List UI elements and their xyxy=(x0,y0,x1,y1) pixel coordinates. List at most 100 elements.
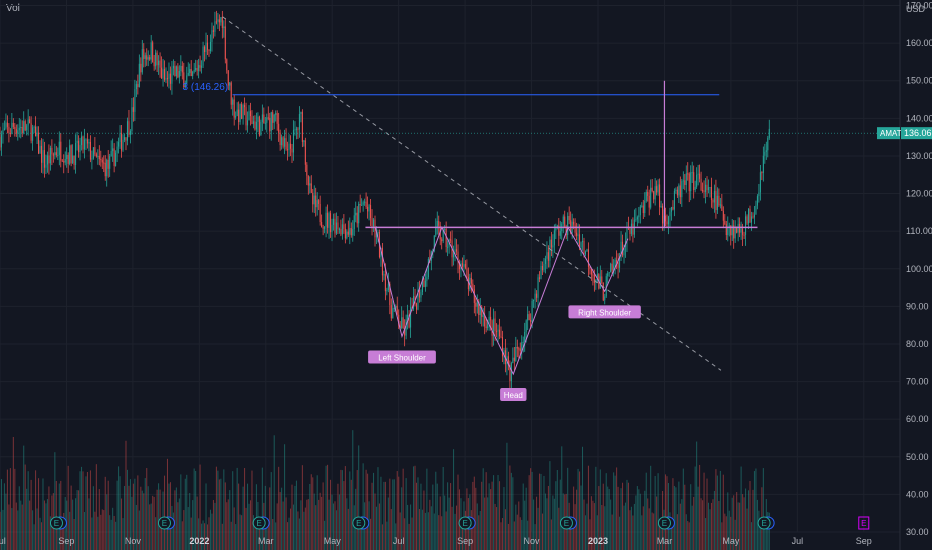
volume-bar xyxy=(506,442,508,550)
earnings-marker[interactable]: E xyxy=(757,516,775,530)
earnings-marker[interactable]: E xyxy=(157,516,175,530)
candle-body xyxy=(559,231,561,236)
earnings-marker[interactable]: E xyxy=(252,516,270,530)
candle-body xyxy=(752,216,754,218)
candle-body xyxy=(632,223,634,235)
volume-bar xyxy=(383,481,385,550)
volume-bar xyxy=(515,504,517,550)
earnings-marker[interactable]: E xyxy=(458,516,476,530)
volume-bar xyxy=(533,499,535,550)
volume-bar xyxy=(35,470,37,550)
candle-body xyxy=(706,184,708,191)
candle-body xyxy=(420,292,422,298)
volume-bar xyxy=(11,508,13,550)
volume-bar xyxy=(525,487,527,550)
candle-body xyxy=(153,62,155,67)
candle-body xyxy=(493,318,495,336)
candle-body xyxy=(367,206,369,212)
candle-body xyxy=(641,205,643,207)
volume-bar xyxy=(731,497,733,550)
candle-body xyxy=(146,55,148,60)
volume-bar xyxy=(644,490,646,550)
pattern-label[interactable]: Head xyxy=(500,388,527,402)
volume-bar xyxy=(223,469,225,550)
candle-body xyxy=(21,127,23,134)
candle-body xyxy=(35,126,37,137)
volume-bar xyxy=(690,484,692,550)
volume-bar xyxy=(405,478,407,550)
candle-body xyxy=(743,234,745,236)
volume-bar xyxy=(195,470,197,550)
candle-body xyxy=(639,206,641,216)
earnings-marker[interactable]: E xyxy=(559,516,577,530)
candle-body xyxy=(739,223,741,233)
volume-bar xyxy=(217,470,219,550)
candle-body xyxy=(543,263,545,271)
candle-body xyxy=(562,216,564,224)
earnings-marker[interactable]: E xyxy=(352,516,370,530)
candle-body xyxy=(584,251,586,255)
volume-bar xyxy=(464,510,466,550)
volume-bar xyxy=(338,494,340,550)
volume-bar xyxy=(424,512,426,550)
volume-bar xyxy=(252,515,254,550)
candle-body xyxy=(193,70,195,72)
volume-bar xyxy=(546,498,548,550)
volume-bar xyxy=(438,515,440,550)
candle-body xyxy=(304,140,306,165)
volume-bar xyxy=(190,517,192,550)
volume-bar xyxy=(454,513,456,550)
candle-body xyxy=(14,126,16,130)
candle-body xyxy=(386,290,388,292)
volume-bar xyxy=(764,520,766,550)
time-axis[interactable]: Jul Sep Nov 2022 Mar May Jul Sep Nov 2023 Mar May Ju… xyxy=(0,536,872,546)
candle-body xyxy=(590,269,592,275)
volume-bar xyxy=(331,494,333,550)
candle-body xyxy=(332,218,335,225)
candle-body xyxy=(722,210,724,221)
pattern-label[interactable]: Right Shoulder xyxy=(568,305,641,319)
candle-body xyxy=(177,66,179,78)
downtrend-line[interactable] xyxy=(222,16,722,371)
earnings-marker[interactable]: E xyxy=(657,516,675,530)
volume-bar xyxy=(202,520,204,550)
candle-body xyxy=(341,224,343,235)
volume-bar xyxy=(457,474,459,550)
volume-bar xyxy=(46,499,48,550)
volume-bar xyxy=(137,475,139,550)
candle-body xyxy=(616,259,618,263)
candle-body xyxy=(232,99,234,105)
volume-bar xyxy=(94,511,96,550)
volume-bar xyxy=(149,504,151,550)
earnings-marker[interactable]: E xyxy=(858,516,870,530)
price-axis[interactable]: 170.00 160.00 150.00 140.00 130.00 120.00 110.… xyxy=(877,1,932,537)
volume-bar xyxy=(57,519,59,550)
volume-bar xyxy=(759,517,761,550)
candle-body xyxy=(531,301,533,322)
head-shoulders-pattern[interactable] xyxy=(374,226,629,376)
volume-bar xyxy=(196,496,198,550)
candle-body xyxy=(174,65,176,77)
volume-bar xyxy=(592,500,594,550)
volume-bar xyxy=(61,517,63,550)
volume-bar xyxy=(605,473,607,550)
pattern-label[interactable]: Left Shoulder xyxy=(368,350,436,364)
volume-bar xyxy=(155,517,157,550)
earnings-marker[interactable]: E xyxy=(49,516,67,530)
candle-body xyxy=(614,259,616,266)
volume-bar xyxy=(509,465,511,550)
target-price-label: 3 (146.26) xyxy=(183,82,229,93)
volume-bar xyxy=(384,481,386,550)
volume-bar xyxy=(244,468,246,550)
candle-body xyxy=(121,133,123,151)
candle-body xyxy=(172,65,174,69)
candle-body xyxy=(719,204,721,206)
volume-bar xyxy=(728,510,730,550)
pattern-label-bg xyxy=(500,388,527,402)
volume-bar xyxy=(377,467,379,550)
candle-body xyxy=(97,155,99,157)
volume-bar xyxy=(725,516,727,550)
drawing-overlays[interactable]: 3 (146.26) Left Shoulder Head Right Shoulde… xyxy=(0,16,900,402)
